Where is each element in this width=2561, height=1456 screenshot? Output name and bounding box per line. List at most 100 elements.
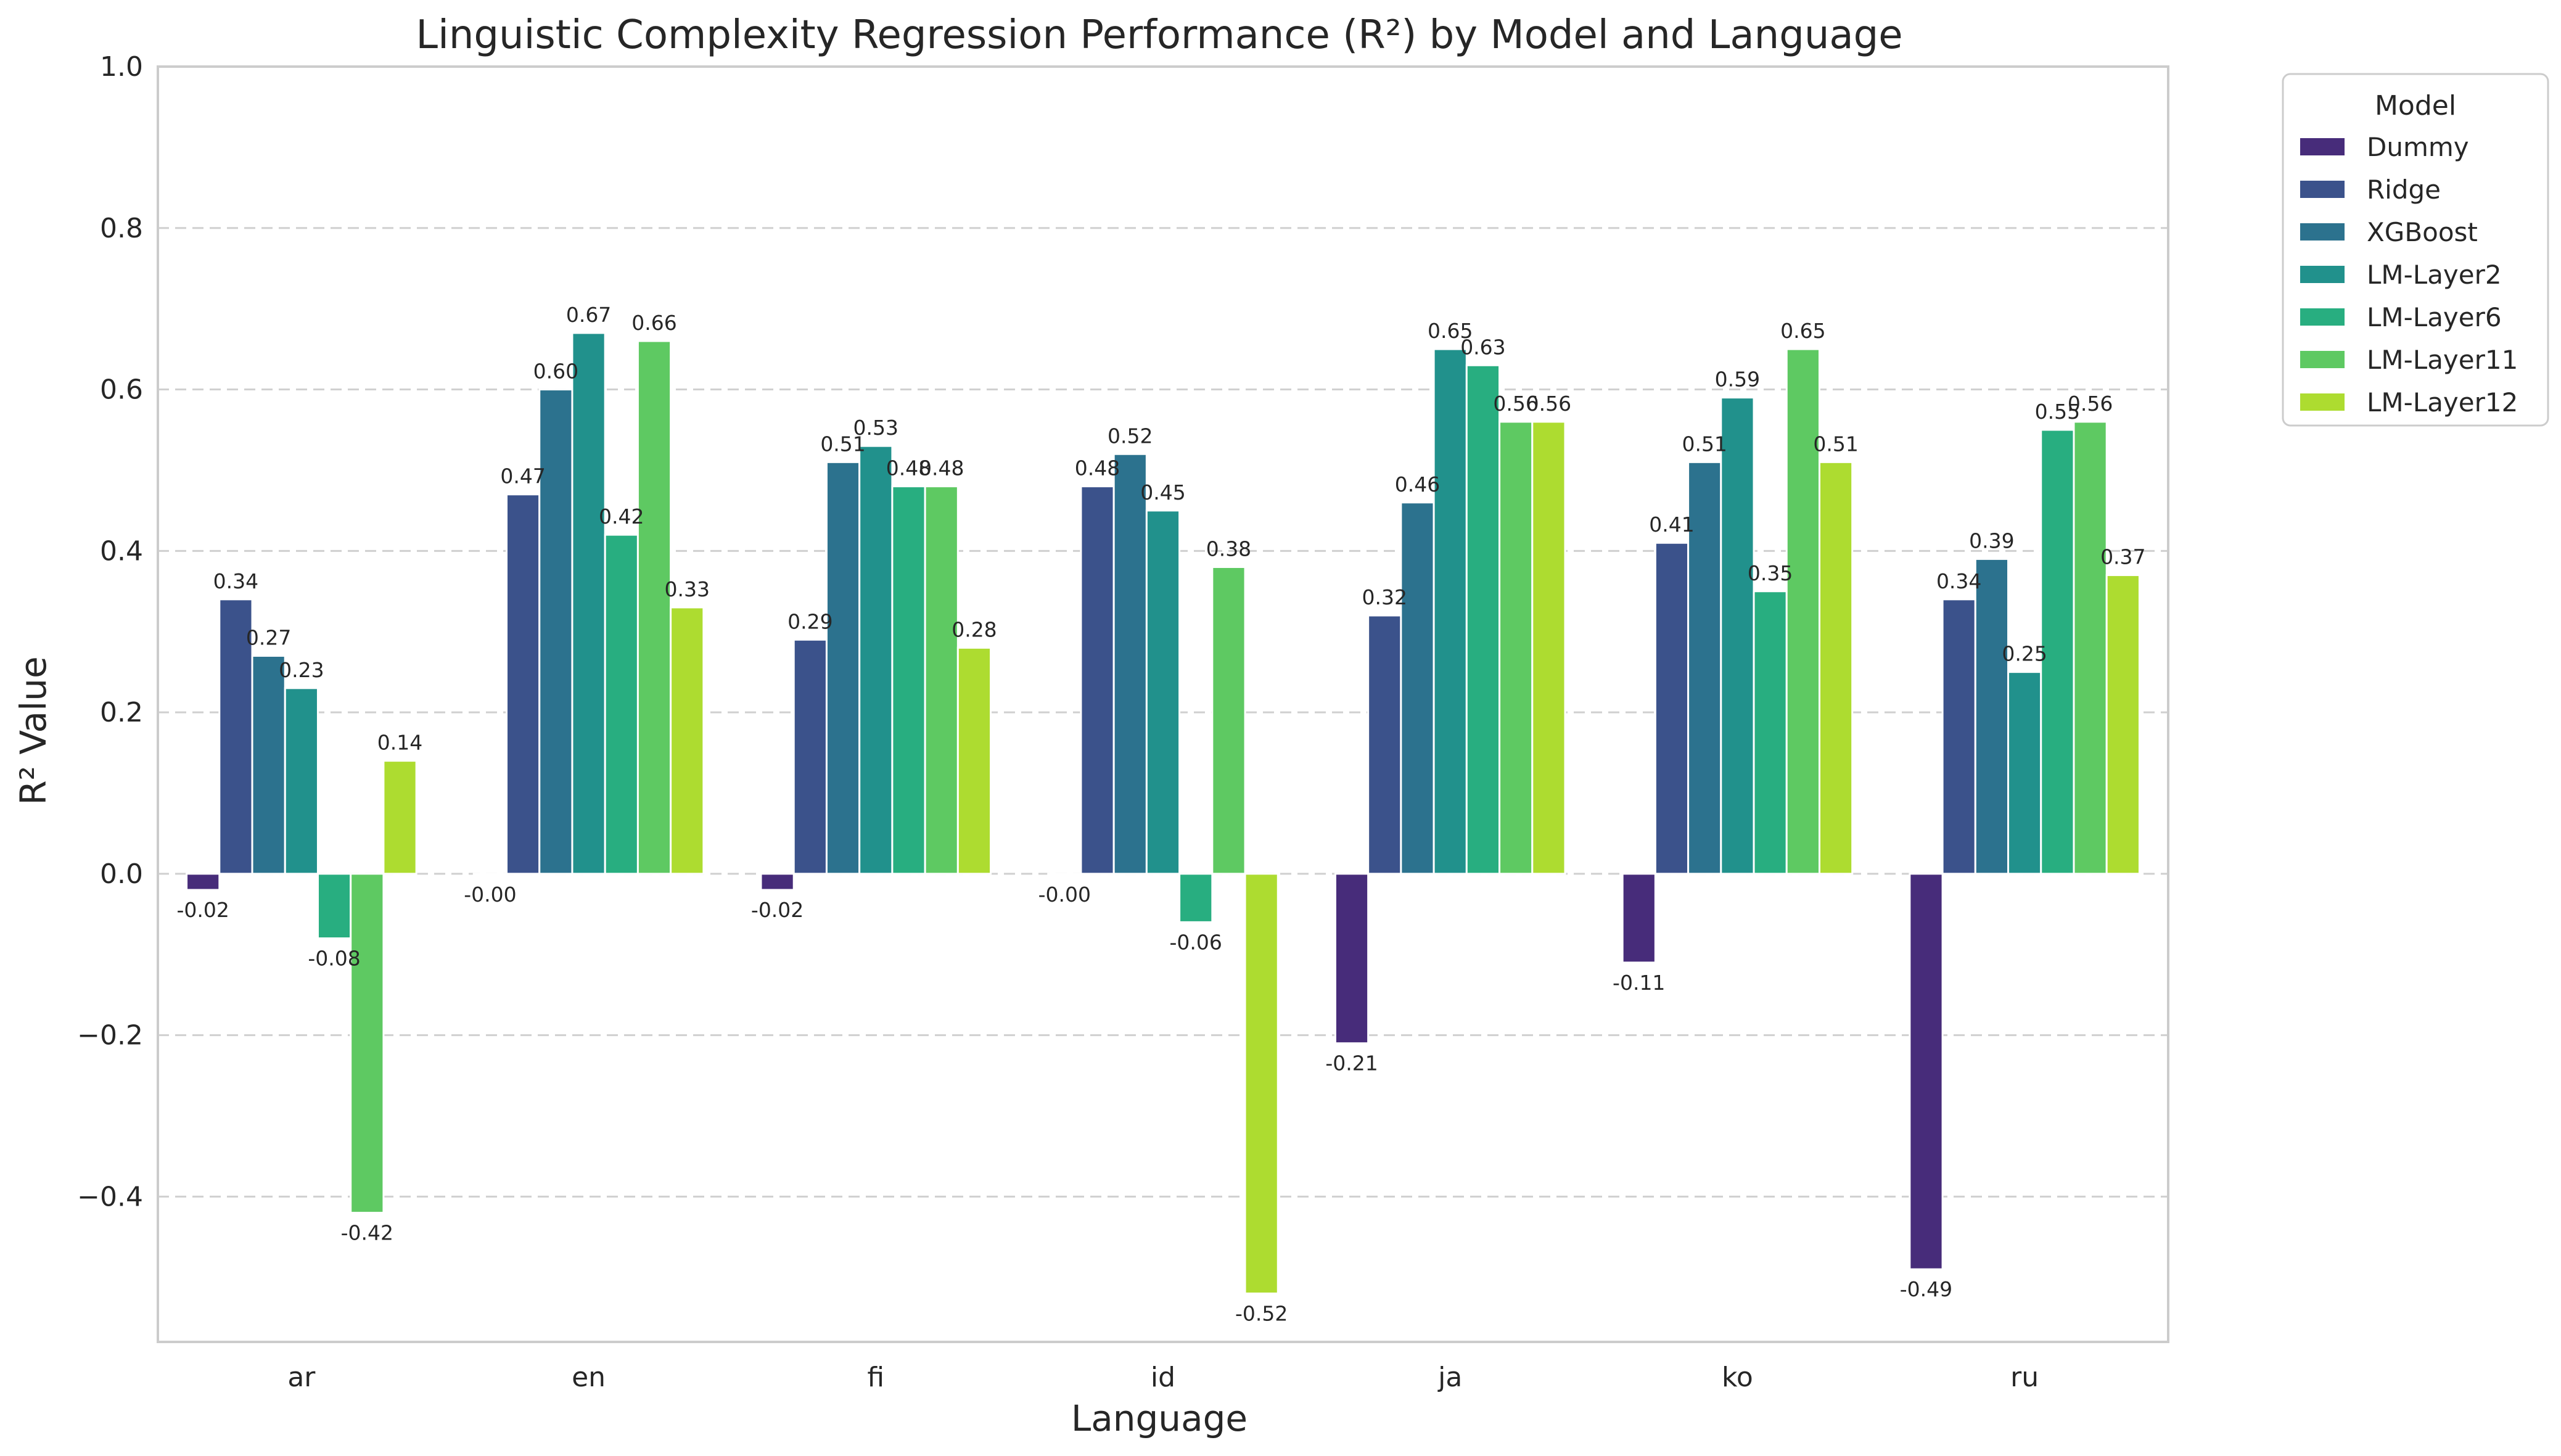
bar-value-label: 0.37 — [2100, 545, 2145, 569]
bar-value-label: -0.02 — [751, 898, 804, 922]
plot-area-frame — [157, 65, 2169, 1343]
y-tick-label: 0.6 — [100, 374, 143, 406]
bar — [1080, 485, 1115, 875]
bar — [538, 389, 573, 875]
bar — [1531, 421, 1566, 875]
bar-value-label: 0.51 — [1682, 432, 1727, 456]
bar-value-label: 0.34 — [213, 569, 258, 593]
y-tick-label: 0.8 — [100, 213, 143, 244]
bar — [1654, 541, 1690, 875]
x-tick-label: fi — [867, 1362, 884, 1393]
bar-value-label: 0.47 — [500, 464, 545, 488]
bar-value-label: 0.39 — [1969, 529, 2014, 553]
bar-value-label: 0.63 — [1460, 335, 1505, 359]
y-axis-label: R² Value — [12, 656, 54, 805]
legend-swatch — [2300, 138, 2345, 155]
legend-items: Dummy Ridge XGBoost LM-Layer2 LM-Layer6 LM-La… — [2300, 132, 2518, 417]
bar-value-label: 0.55 — [2035, 400, 2080, 424]
bar-value-label: 0.35 — [1748, 561, 1793, 585]
bar-value-label: 0.45 — [1140, 480, 1185, 504]
x-tick-label: ar — [287, 1362, 316, 1393]
bar — [1334, 873, 1370, 1045]
legend-swatch — [2300, 308, 2345, 326]
bar — [1400, 501, 1435, 875]
bar-value-label: 0.42 — [599, 504, 644, 529]
y-tick-label: 0.4 — [100, 535, 143, 567]
x-tick-label: ru — [2010, 1362, 2039, 1393]
bar-value-label: 0.65 — [1780, 319, 1825, 343]
legend-entry: Dummy — [2367, 132, 2469, 162]
bar-value-label: 0.53 — [853, 416, 898, 440]
bar — [1465, 364, 1501, 875]
bar-value-label: 0.27 — [246, 625, 291, 649]
bar-value-label: 0.14 — [377, 731, 422, 755]
x-axis-label: Language — [1071, 1397, 1248, 1439]
bar-value-label: 0.48 — [886, 456, 931, 480]
y-tick-label: 1.0 — [100, 51, 143, 83]
y-tick-label: 0.0 — [100, 858, 143, 890]
legend-swatch — [2300, 266, 2345, 283]
bar — [2105, 574, 2140, 875]
bar — [670, 606, 705, 875]
legend-box — [2282, 73, 2549, 427]
bar — [1909, 873, 1944, 1270]
bar — [506, 493, 541, 875]
bar-value-label: 0.48 — [919, 456, 964, 480]
bar — [2007, 671, 2042, 875]
legend-entry: LM-Layer2 — [2367, 260, 2502, 290]
bar — [2040, 429, 2075, 875]
bar — [956, 646, 992, 875]
bar-value-label: 0.56 — [2068, 392, 2113, 416]
bar-value-label: 0.23 — [279, 658, 324, 682]
bar — [924, 485, 959, 875]
bar — [382, 760, 417, 875]
bar — [186, 873, 221, 891]
bar-value-label: 0.28 — [952, 617, 997, 641]
chart-title: Linguistic Complexity Regression Perform… — [416, 12, 1902, 58]
legend-entry: XGBoost — [2367, 217, 2478, 247]
bar-value-label: 0.67 — [566, 303, 611, 327]
bar-value-label: 0.33 — [665, 577, 710, 601]
y-tick-label: −0.2 — [77, 1020, 143, 1051]
bar-value-label: -0.21 — [1325, 1051, 1378, 1076]
bar-value-label: 0.51 — [1813, 432, 1858, 456]
bar — [1433, 348, 1468, 875]
bar-value-label: 0.59 — [1715, 368, 1760, 392]
bar-value-label: -0.52 — [1235, 1301, 1288, 1325]
legend-swatch — [2300, 181, 2345, 198]
bar-value-label: 0.52 — [1108, 424, 1153, 448]
bar — [1753, 590, 1788, 875]
bar-value-label: -0.42 — [341, 1221, 393, 1245]
y-tick-label: 0.2 — [100, 697, 143, 728]
bar — [1211, 566, 1246, 875]
bar-value-label: 0.56 — [1526, 392, 1571, 416]
bars — [186, 332, 2140, 1294]
bar — [1112, 453, 1148, 875]
bar — [1178, 873, 1214, 923]
legend-swatch — [2300, 351, 2345, 368]
bar-value-label: -0.02 — [176, 898, 229, 922]
bar-value-label: 0.32 — [1362, 585, 1407, 609]
bar — [316, 873, 352, 940]
bar-value-label: 0.51 — [820, 432, 865, 456]
x-tick-label: en — [572, 1362, 606, 1393]
bar — [1367, 614, 1402, 875]
legend-entry: LM-Layer11 — [2367, 345, 2518, 375]
bar-value-label: 0.41 — [1649, 512, 1694, 537]
x-tick-label: ko — [1722, 1362, 1753, 1393]
bar-value-label: -0.11 — [1613, 971, 1665, 995]
bar — [1818, 461, 1854, 875]
y-tick-label: −0.4 — [77, 1181, 143, 1212]
bar-value-label: 0.66 — [631, 311, 676, 335]
bar-value-label: -0.49 — [1900, 1277, 1952, 1301]
bar-value-label: 0.29 — [787, 609, 832, 633]
bar — [1720, 397, 1755, 875]
bar-value-label: 0.38 — [1206, 537, 1251, 561]
bar — [284, 687, 319, 875]
legend-swatch — [2300, 223, 2345, 241]
bar-value-label: 0.56 — [1493, 392, 1538, 416]
bar — [1145, 509, 1181, 875]
x-tick-label: ja — [1437, 1362, 1462, 1393]
